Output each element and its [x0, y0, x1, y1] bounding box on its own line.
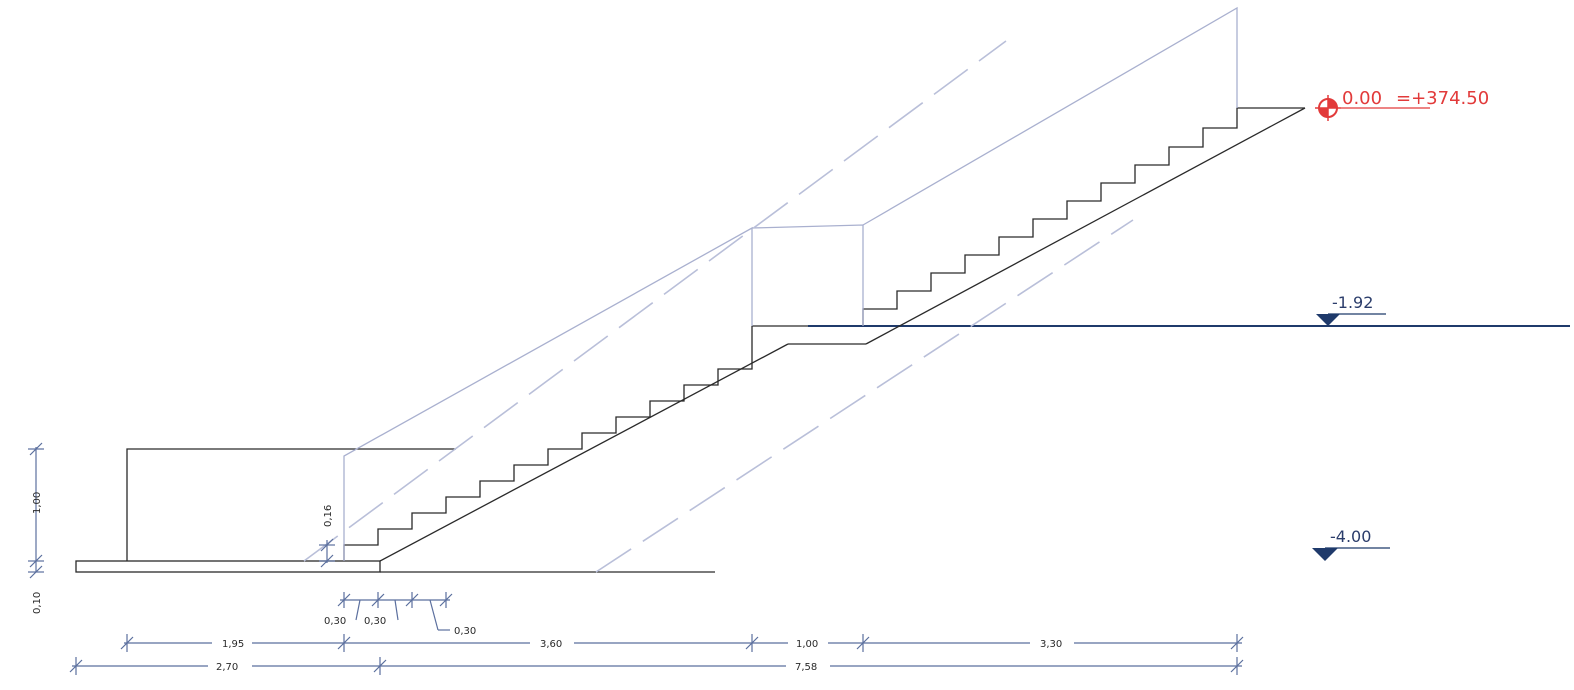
- level-mid-label: -1.92: [1332, 293, 1373, 312]
- dim-rail-height: 1,00: [32, 492, 43, 514]
- datum-absolute: =+374.50: [1396, 88, 1489, 109]
- level-bottom-label: -4.00: [1330, 527, 1371, 546]
- dimension-row-1: [120, 634, 1244, 652]
- bottom-slab: [75, 560, 381, 573]
- dim-row1-b: 3,60: [540, 639, 562, 650]
- lower-flight-soffit: [379, 343, 789, 562]
- vertical-dimensions: [28, 442, 44, 579]
- dim-row1-d: 3,30: [1040, 639, 1062, 650]
- dim-riser: 0,16: [323, 505, 334, 527]
- lower-handrail: [343, 226, 753, 561]
- dim-row1-a: 1,95: [222, 639, 244, 650]
- dashed-projection-upper: [303, 40, 1007, 562]
- upper-handrail: [862, 6, 1238, 226]
- dim-row2-b: 7,58: [795, 662, 817, 673]
- bottom-parapet: [126, 448, 456, 561]
- dim-row1-c: 1,00: [796, 639, 818, 650]
- dim-row2-a: 2,70: [216, 662, 238, 673]
- tread-dimensions: [337, 592, 453, 631]
- dim-tread-1: 0,30: [324, 616, 346, 627]
- upper-flight-soffit: [865, 107, 1306, 345]
- dim-slab-thickness: 0,10: [32, 592, 43, 614]
- level-marker-mid: -1.92: [1316, 293, 1386, 326]
- dim-tread-3: 0,30: [454, 626, 476, 637]
- level-triangle-icon: [1312, 548, 1338, 561]
- dashed-projection-lower: [595, 219, 1134, 573]
- upper-flight-steps: [862, 107, 1305, 326]
- datum-level-marker: 0.00 =+374.50: [1315, 88, 1489, 121]
- dimension-row-2: [69, 657, 1244, 675]
- lower-flight-steps: [343, 326, 753, 561]
- landing-handrail: [751, 224, 864, 326]
- level-triangle-icon: [1316, 314, 1340, 326]
- level-marker-bottom: -4.00: [1312, 527, 1390, 561]
- datum-value: 0.00: [1342, 88, 1382, 109]
- dim-tread-2: 0,30: [364, 616, 386, 627]
- riser-dimension: [319, 538, 335, 568]
